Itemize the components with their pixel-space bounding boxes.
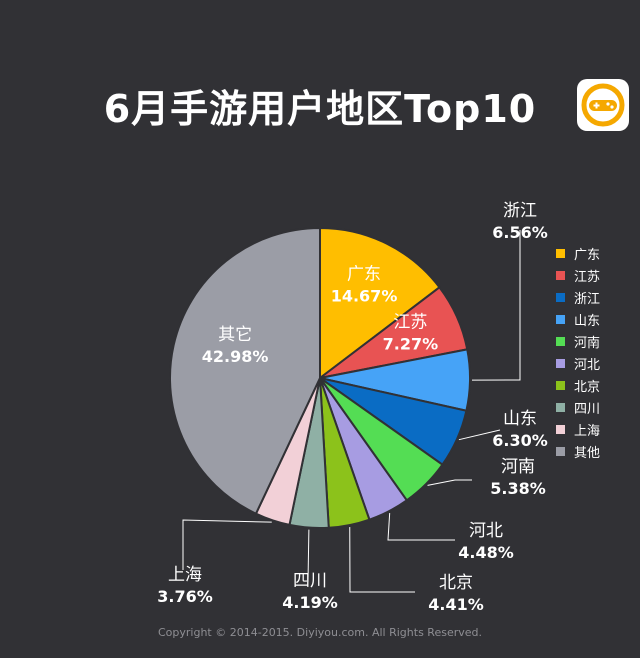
leader-line <box>387 513 455 541</box>
slice-value: 5.38% <box>490 479 546 498</box>
leader-line <box>471 230 521 381</box>
legend-label: 上海 <box>574 424 600 439</box>
pie-slice <box>319 226 441 381</box>
leader-line <box>427 479 472 486</box>
slice-label: 山东 <box>503 409 537 429</box>
slice-label: 北京 <box>439 573 473 593</box>
slice-value: 14.67% <box>331 286 398 305</box>
slice-label: 江苏 <box>393 313 427 333</box>
legend-swatch <box>556 403 565 412</box>
leader-line <box>182 519 272 570</box>
legend-label: 山东 <box>574 314 600 329</box>
legend-swatch <box>556 447 565 456</box>
slice-value: 6.30% <box>492 431 548 450</box>
slice-label: 广东 <box>347 264 381 284</box>
legend-swatch <box>556 249 565 258</box>
slice-label: 河南 <box>501 457 535 477</box>
legend-label: 北京 <box>574 380 600 395</box>
pie-slice <box>169 226 321 515</box>
slice-label: 河北 <box>469 521 503 541</box>
copyright-notice: Copyright © 2014-2015. Diyiyou.com. All … <box>157 626 482 639</box>
legend-label: 江苏 <box>574 269 600 285</box>
legend-swatch <box>556 293 565 302</box>
legend-label: 河南 <box>574 335 600 351</box>
slice-value: 4.41% <box>428 595 484 614</box>
slice-value: 7.27% <box>383 335 439 354</box>
slice-label: 上海 <box>168 565 202 585</box>
slice-value: 3.76% <box>157 587 213 606</box>
slice-label: 其它 <box>218 325 252 345</box>
leader-line <box>307 529 310 583</box>
legend-label: 广东 <box>574 248 600 263</box>
legend-label: 四川 <box>574 402 600 417</box>
legend-label: 河北 <box>574 358 600 373</box>
slice-value: 42.98% <box>202 347 269 366</box>
slice-label: 四川 <box>293 571 327 591</box>
slice-value: 4.48% <box>458 543 514 562</box>
legend-swatch <box>556 315 565 324</box>
leader-line <box>349 527 415 593</box>
legend-swatch <box>556 425 565 434</box>
legend-swatch <box>556 359 565 368</box>
slice-value: 6.56% <box>492 223 548 242</box>
gamepad-icon <box>577 79 629 131</box>
slice-label: 浙江 <box>503 201 537 221</box>
leader-line <box>458 429 501 441</box>
legend-swatch <box>556 271 565 280</box>
slice-value: 4.19% <box>282 593 338 612</box>
legend-label: 浙江 <box>574 292 600 307</box>
chart-title: 6月手游用户地区Top10 <box>103 87 537 131</box>
legend-label: 其他 <box>574 446 600 461</box>
legend-swatch <box>556 337 565 346</box>
legend-swatch <box>556 381 565 390</box>
